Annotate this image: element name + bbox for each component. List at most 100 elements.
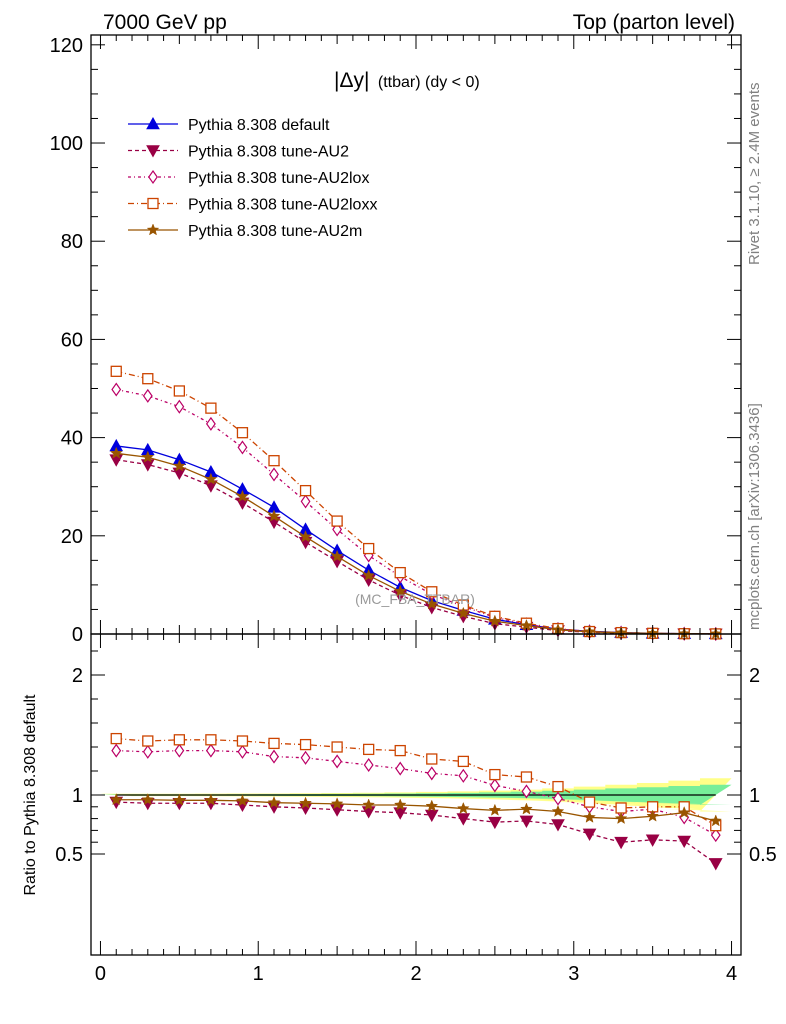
ratio-point-pythia-8-308-tune-au2m xyxy=(551,804,565,817)
ratio-ytick-label: 0.5 xyxy=(55,844,83,866)
main-point-pythia-8-308-tune-au2lox xyxy=(269,467,279,482)
legend-marker xyxy=(148,169,158,185)
ratio-y-axis-label: Ratio to Pythia 8.308 default xyxy=(22,694,39,896)
main-ytick-label: 80 xyxy=(61,231,83,253)
ratio-point-pythia-8-308-tune-au2loxx xyxy=(173,734,185,746)
ratio-point-pythia-8-308-tune-au2m xyxy=(520,802,533,815)
legend-item-pythia-8-308-tune-au2: Pythia 8.308 tune-AU2 xyxy=(128,144,349,161)
main-point-pythia-8-308-tune-au2lox xyxy=(111,382,122,397)
legend-label: Pythia 8.308 tune-AU2loxx xyxy=(188,197,377,214)
main-point-pythia-8-308-tune-au2loxx xyxy=(426,586,438,598)
ratio-point-pythia-8-308-tune-au2m xyxy=(393,798,407,811)
xtick-label: 3 xyxy=(568,963,579,985)
xtick-label: 1 xyxy=(253,963,264,985)
ratio-point-pythia-8-308-tune-au2m xyxy=(267,795,281,809)
main-series-pythia-8-308-tune-au2m xyxy=(109,446,723,640)
legend-label: Pythia 8.308 tune-AU2 xyxy=(188,144,349,161)
ratio-point-pythia-8-308-tune-au2m xyxy=(141,793,155,806)
ratio-point-pythia-8-308-tune-au2loxx xyxy=(426,753,438,765)
main-point-pythia-8-308-tune-au2m xyxy=(109,446,123,459)
ratio-point-pythia-8-308-tune-au2lox xyxy=(332,754,343,769)
main-point-pythia-8-308-tune-au2m xyxy=(204,472,218,485)
legend-marker xyxy=(146,145,160,158)
main-point-pythia-8-308-tune-au2m xyxy=(299,530,312,543)
main-point-pythia-8-308-tune-au2loxx xyxy=(142,373,154,385)
main-line-pythia-8-308-tune-au2 xyxy=(116,459,716,635)
main-ytick-label: 0 xyxy=(72,624,83,646)
main-point-pythia-8-308-tune-au2loxx xyxy=(205,402,217,414)
ratio-point-pythia-8-308-tune-au2loxx xyxy=(520,771,533,783)
ratio-point-pythia-8-308-tune-au2loxx xyxy=(489,768,501,781)
main-point-pythia-8-308-tune-au2lox xyxy=(174,399,185,414)
ratio-point-pythia-8-308-tune-au2loxx xyxy=(236,735,249,747)
ratio-point-pythia-8-308-tune-au2lox xyxy=(142,744,153,759)
plot-title-main: |Δy| xyxy=(334,69,369,92)
ratio-point-pythia-8-308-tune-au2lox xyxy=(521,784,532,799)
main-ytick-label: 120 xyxy=(50,35,83,57)
main-series-pythia-8-308-default xyxy=(109,438,723,640)
legend-marker xyxy=(146,223,160,236)
main-point-pythia-8-308-tune-au2loxx xyxy=(173,385,185,397)
main-point-pythia-8-308-tune-au2lox xyxy=(300,494,311,509)
main-point-pythia-8-308-tune-au2m xyxy=(362,568,376,581)
main-point-pythia-8-308-tune-au2m xyxy=(236,489,249,502)
ratio-point-pythia-8-308-tune-au2lox xyxy=(553,791,563,806)
ratio-point-pythia-8-308-tune-au2loxx xyxy=(299,738,312,751)
rivet-version-label: Rivet 3.1.10, ≥ 2.4M events xyxy=(746,83,763,266)
ratio-ytick-label-right: 0.5 xyxy=(749,844,777,866)
ratio-point-pythia-8-308-tune-au2m xyxy=(236,794,249,807)
ratio-point-pythia-8-308-tune-au2loxx xyxy=(363,743,375,756)
mcplots-label: mcplots.cern.ch [arXiv:1306.3436] xyxy=(746,403,763,630)
ratio-point-pythia-8-308-tune-au2lox xyxy=(458,768,469,783)
ratio-point-pythia-8-308-tune-au2lox xyxy=(489,778,500,793)
ratio-point-pythia-8-308-tune-au2loxx xyxy=(110,732,122,745)
ratio-point-pythia-8-308-tune-au2 xyxy=(551,819,565,832)
ratio-point-pythia-8-308-tune-au2m xyxy=(425,799,439,812)
main-point-pythia-8-308-tune-au2loxx xyxy=(394,566,406,579)
ratio-point-pythia-8-308-tune-au2lox xyxy=(710,828,721,843)
main-point-pythia-8-308-tune-au2m xyxy=(267,509,281,522)
main-ytick-label: 60 xyxy=(61,329,83,351)
xtick-label: 0 xyxy=(95,963,106,985)
ratio-ytick-label: 1 xyxy=(72,785,83,807)
ratio-point-pythia-8-308-tune-au2lox xyxy=(174,743,185,758)
main-point-pythia-8-308-tune-au2loxx xyxy=(363,542,375,555)
main-point-pythia-8-308-tune-au2loxx xyxy=(236,427,249,439)
ratio-point-pythia-8-308-tune-au2lox xyxy=(395,761,406,776)
main-point-pythia-8-308-tune-au2m xyxy=(141,450,155,463)
ratio-point-pythia-8-308-tune-au2m xyxy=(488,803,502,816)
ratio-point-pythia-8-308-tune-au2m xyxy=(646,809,660,822)
ratio-point-pythia-8-308-tune-au2m xyxy=(109,793,123,806)
ratio-point-pythia-8-308-tune-au2m xyxy=(583,810,596,823)
ratio-point-pythia-8-308-tune-au2lox xyxy=(300,750,311,765)
main-point-pythia-8-308-tune-au2lox xyxy=(205,416,216,431)
ratio-ytick-label-right: 1 xyxy=(749,785,760,807)
ratio-line-pythia-8-308-tune-au2lox xyxy=(116,749,717,836)
main-point-pythia-8-308-tune-au2lox xyxy=(237,440,248,455)
main-point-pythia-8-308-tune-au2m xyxy=(425,597,439,610)
ratio-point-pythia-8-308-tune-au2 xyxy=(645,834,660,847)
ratio-point-pythia-8-308-tune-au2lox xyxy=(205,743,216,758)
legend-item-pythia-8-308-default: Pythia 8.308 default xyxy=(128,116,330,134)
ratio-point-pythia-8-308-tune-au2m xyxy=(456,801,470,814)
ratio-point-pythia-8-308-tune-au2loxx xyxy=(583,796,596,808)
main-point-pythia-8-308-tune-au2 xyxy=(204,480,218,493)
ratio-point-pythia-8-308-tune-au2loxx xyxy=(268,737,280,750)
ratio-point-pythia-8-308-tune-au2 xyxy=(456,813,471,826)
xtick-label: 2 xyxy=(410,963,421,985)
ratio-line-pythia-8-308-tune-au2 xyxy=(116,801,717,864)
main-point-pythia-8-308-tune-au2lox xyxy=(142,388,153,403)
main-point-pythia-8-308-tune-au2loxx xyxy=(110,365,122,377)
main-point-pythia-8-308-tune-au2loxx xyxy=(268,455,280,467)
ratio-point-pythia-8-308-tune-au2loxx xyxy=(205,734,217,746)
header-right: Top (parton level) xyxy=(573,11,735,34)
legend-marker xyxy=(146,116,160,130)
ratio-point-pythia-8-308-tune-au2 xyxy=(582,828,597,841)
main-line-pythia-8-308-tune-au2m xyxy=(116,452,716,635)
ratio-point-pythia-8-308-tune-au2loxx xyxy=(394,744,406,757)
ratio-point-pythia-8-308-tune-au2lox xyxy=(363,757,374,773)
ratio-point-pythia-8-308-tune-au2m xyxy=(204,793,218,806)
legend-item-pythia-8-308-tune-au2loxx: Pythia 8.308 tune-AU2loxx xyxy=(128,197,377,214)
ratio-panel-frame xyxy=(90,633,742,956)
